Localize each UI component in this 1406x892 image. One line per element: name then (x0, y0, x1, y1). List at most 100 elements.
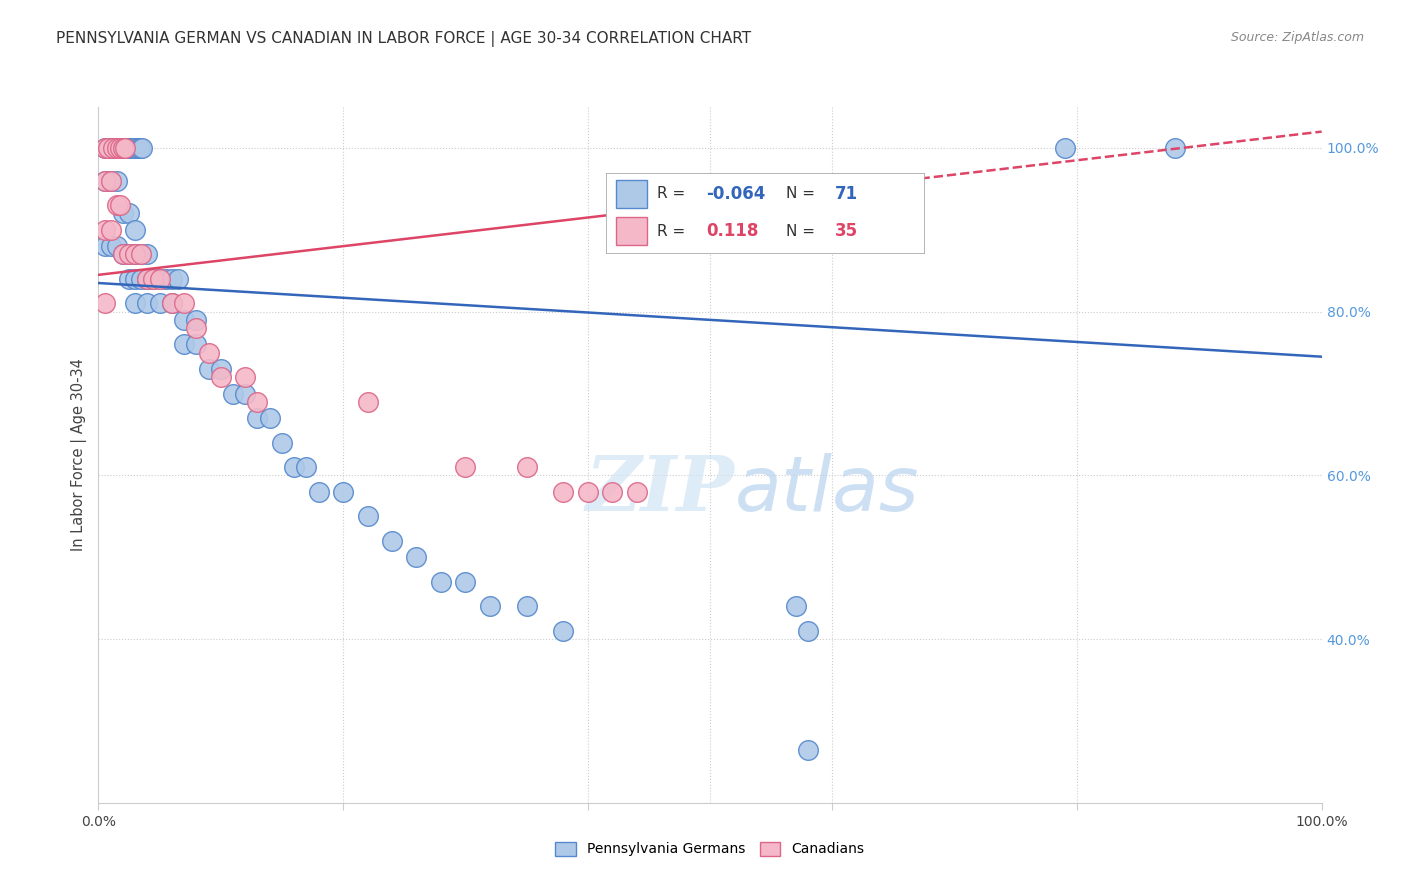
Y-axis label: In Labor Force | Age 30-34: In Labor Force | Age 30-34 (72, 359, 87, 551)
Point (129, 272, 152, 286)
Text: N =: N = (786, 224, 820, 239)
Point (136, 272, 159, 286)
Point (97, 141, 120, 155)
Point (110, 141, 132, 155)
Point (553, 484, 575, 499)
Point (114, 141, 136, 155)
Point (100, 174, 122, 188)
Point (100, 174, 122, 188)
Point (124, 247, 146, 261)
Point (136, 247, 159, 261)
Point (101, 141, 124, 155)
Point (129, 247, 152, 261)
Point (270, 435, 294, 450)
Point (454, 460, 477, 475)
Point (149, 296, 172, 310)
Point (111, 141, 134, 155)
Point (93, 174, 115, 188)
Point (100, 141, 122, 155)
Point (454, 574, 477, 589)
Point (93, 239, 115, 253)
Point (356, 394, 378, 409)
Point (283, 460, 305, 475)
Point (110, 141, 132, 155)
Point (93, 174, 115, 188)
Point (111, 206, 134, 220)
Point (100, 223, 122, 237)
Point (107, 141, 129, 155)
Bar (616, 217, 647, 245)
Point (626, 484, 648, 499)
Point (124, 141, 146, 155)
Text: Source: ZipAtlas.com: Source: ZipAtlas.com (1230, 31, 1364, 45)
Point (222, 386, 245, 401)
Point (515, 599, 537, 614)
Point (478, 599, 501, 614)
Point (356, 509, 378, 524)
Point (295, 460, 318, 475)
Point (111, 247, 134, 261)
Text: PENNSYLVANIA GERMAN VS CANADIAN IN LABOR FORCE | AGE 30-34 CORRELATION CHART: PENNSYLVANIA GERMAN VS CANADIAN IN LABOR… (56, 31, 751, 47)
Point (142, 272, 165, 286)
Point (93, 223, 115, 237)
Text: ZIP: ZIP (586, 453, 734, 526)
Point (118, 206, 141, 220)
Point (105, 239, 128, 253)
Point (118, 247, 141, 261)
Point (120, 141, 142, 155)
Point (160, 272, 183, 286)
Point (105, 198, 128, 212)
Point (186, 313, 208, 327)
Point (127, 141, 149, 155)
Point (149, 272, 172, 286)
Point (117, 141, 139, 155)
Point (246, 411, 269, 425)
Point (233, 370, 256, 384)
Point (797, 624, 820, 638)
Point (797, 742, 820, 756)
Point (167, 272, 190, 286)
Point (576, 484, 599, 499)
Point (111, 247, 134, 261)
Text: N =: N = (786, 186, 820, 201)
Text: 35: 35 (835, 222, 858, 240)
Point (186, 337, 208, 351)
Point (104, 141, 127, 155)
Point (209, 370, 232, 384)
Point (124, 296, 146, 310)
Point (101, 141, 124, 155)
Point (259, 411, 281, 425)
Bar (616, 179, 647, 208)
Point (118, 272, 141, 286)
Point (515, 460, 537, 475)
Point (124, 247, 146, 261)
Point (111, 141, 134, 155)
Point (118, 247, 141, 261)
Point (600, 484, 623, 499)
Text: atlas: atlas (734, 453, 920, 526)
Point (121, 141, 143, 155)
Point (124, 272, 146, 286)
Point (129, 247, 152, 261)
Point (93, 141, 115, 155)
Text: -0.064: -0.064 (706, 185, 766, 202)
Point (186, 321, 208, 335)
Point (129, 141, 152, 155)
Text: R =: R = (657, 224, 690, 239)
Point (160, 296, 183, 310)
Point (553, 624, 575, 638)
Point (105, 174, 128, 188)
Point (785, 599, 807, 614)
Text: 0.118: 0.118 (706, 222, 759, 240)
Point (100, 239, 122, 253)
Text: 71: 71 (835, 185, 858, 202)
Point (160, 296, 183, 310)
Point (124, 223, 146, 237)
Legend: Pennsylvania Germans, Canadians: Pennsylvania Germans, Canadians (550, 836, 870, 862)
Point (142, 272, 165, 286)
Point (131, 141, 153, 155)
Point (197, 362, 219, 376)
Point (97, 141, 120, 155)
Point (173, 337, 195, 351)
Point (209, 362, 232, 376)
